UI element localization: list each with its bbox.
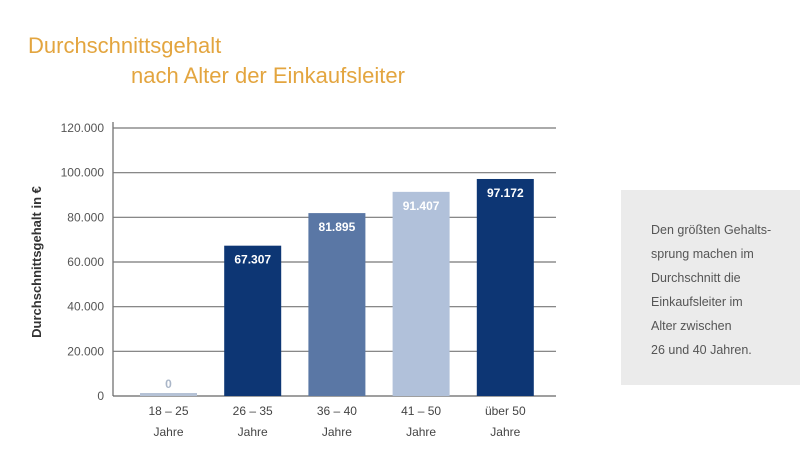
- data-label: 67.307: [234, 253, 271, 267]
- note-line: 26 und 40 Jahren.: [651, 343, 752, 357]
- x-tick-label: Jahre: [406, 425, 436, 439]
- y-tick-label: 20.000: [67, 344, 104, 358]
- x-tick-label: Jahre: [322, 425, 352, 439]
- y-tick-label: 100.000: [61, 166, 105, 180]
- x-tick-label: 36 – 40: [317, 404, 357, 418]
- x-tick-label: Jahre: [490, 425, 520, 439]
- bar: [392, 191, 450, 396]
- data-label: 97.172: [487, 186, 524, 200]
- bar: [476, 178, 534, 396]
- info-box: Den größten Gehalts- sprung machen im Du…: [621, 190, 800, 385]
- bar: [308, 213, 366, 396]
- data-label: 0: [165, 377, 172, 391]
- x-tick-label: über 50: [485, 404, 526, 418]
- note-line: sprung machen im: [651, 247, 754, 261]
- bar: [224, 245, 282, 396]
- x-tick-label: 41 – 50: [401, 404, 441, 418]
- x-tick-label: 18 – 25: [148, 404, 188, 418]
- data-label: 91.407: [403, 199, 440, 213]
- note-line: Alter zwischen: [651, 319, 732, 333]
- y-tick-label: 80.000: [67, 210, 104, 224]
- chart-subtitle: nach Alter der Einkaufsleiter: [131, 63, 405, 88]
- x-tick-label: Jahre: [238, 425, 268, 439]
- y-tick-label: 60.000: [67, 255, 104, 269]
- y-tick-label: 40.000: [67, 300, 104, 314]
- x-tick-label: Jahre: [153, 425, 183, 439]
- x-tick-label: 26 – 35: [233, 404, 273, 418]
- note-line: Einkaufsleiter im: [651, 295, 743, 309]
- bar: [140, 393, 197, 396]
- chart-title: Durchschnittsgehalt: [28, 33, 222, 58]
- y-tick-label: 120.000: [61, 121, 105, 135]
- note-line: Den größten Gehalts-: [651, 223, 772, 237]
- y-tick-label: 0: [97, 389, 104, 403]
- note-line: Durchschnitt die: [651, 271, 741, 285]
- y-axis-label: Durchschnittsgehalt in €: [29, 186, 44, 338]
- data-label: 81.895: [319, 220, 356, 234]
